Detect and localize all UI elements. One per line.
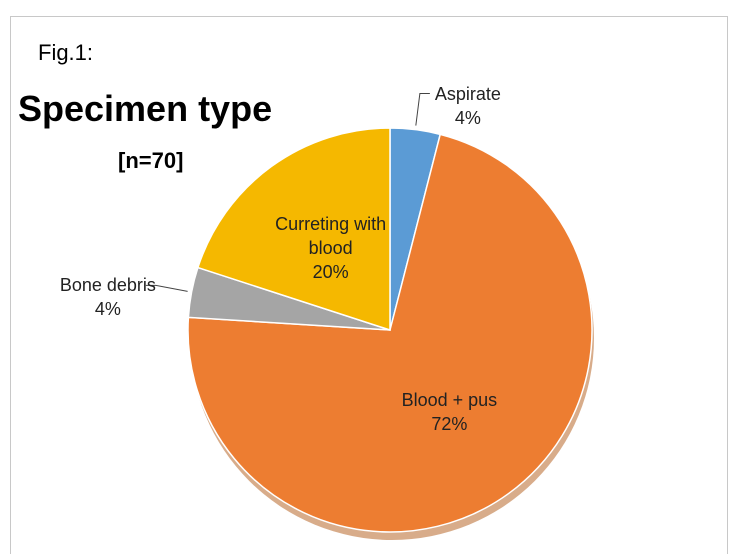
chart-subtitle: [n=70] xyxy=(118,148,184,173)
category-label: Bone debris xyxy=(59,275,156,296)
figure-label: Fig.1: xyxy=(38,40,94,65)
data-label: Aspirate 4% xyxy=(435,82,501,130)
leader-line xyxy=(145,284,188,292)
leader-line xyxy=(415,93,430,126)
value-label: 4% xyxy=(454,107,481,128)
value-label: 20% xyxy=(312,262,349,283)
category-label: Aspirate xyxy=(434,83,501,104)
data-label: Bone debris 4% xyxy=(60,273,156,321)
chart-title: Specimen type xyxy=(18,88,273,129)
pie-slice xyxy=(187,133,593,533)
chart-frame xyxy=(10,16,728,554)
data-label: Curreting with blood 20% xyxy=(266,212,396,284)
value-label: 4% xyxy=(94,299,121,320)
category-label: Blood + pus xyxy=(401,389,498,410)
value-label: 72% xyxy=(431,413,468,434)
data-label: Blood + pus 72% xyxy=(384,388,514,436)
category-label: Curreting with blood xyxy=(275,214,387,259)
pie-slice xyxy=(196,127,391,332)
